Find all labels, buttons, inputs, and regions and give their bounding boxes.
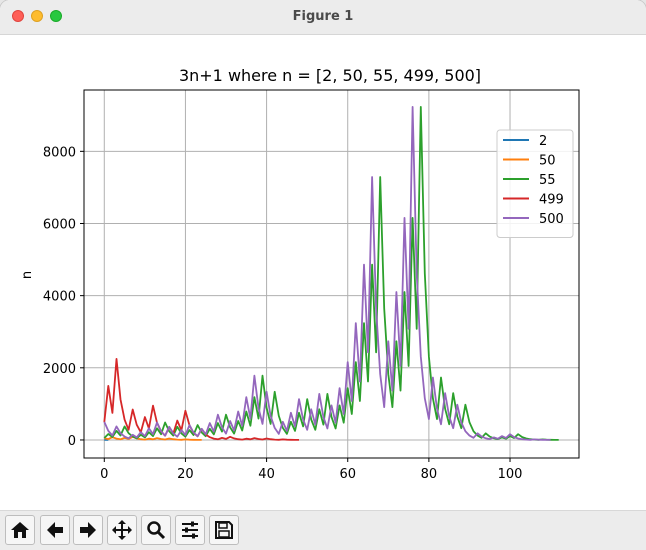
pan-icon: [112, 520, 132, 540]
y-tick-label: 0: [68, 434, 76, 449]
configure-subplots-button[interactable]: [175, 515, 205, 545]
minimize-window-button[interactable]: [31, 10, 43, 22]
legend-label-2: 2: [539, 134, 547, 149]
legend-label-55: 55: [539, 173, 556, 188]
forward-arrow-icon: [80, 522, 96, 538]
save-icon: [215, 521, 233, 539]
navigation-toolbar: [0, 510, 646, 550]
x-tick-label: 100: [498, 467, 523, 482]
configure-subplots-icon: [182, 521, 198, 539]
series-lines: [103, 106, 559, 441]
title-bar[interactable]: Figure 1: [0, 0, 646, 35]
series-line-500: [103, 106, 551, 441]
back-button[interactable]: [40, 515, 70, 545]
x-tick-label: 60: [339, 467, 356, 482]
x-tick-label: 0: [100, 467, 108, 482]
series-line-55: [103, 106, 559, 441]
close-window-button[interactable]: [12, 10, 24, 22]
maximize-window-button[interactable]: [50, 10, 62, 22]
y-axis-label: n: [20, 271, 35, 279]
zoom-button[interactable]: [141, 515, 171, 545]
legend-box: [496, 129, 574, 238]
y-tick-label: 6000: [43, 217, 76, 232]
home-button[interactable]: [5, 515, 35, 545]
y-tick-label: 8000: [43, 145, 76, 160]
back-arrow-icon: [47, 522, 63, 538]
window-title: Figure 1: [292, 9, 354, 24]
legend-label-499: 499: [539, 193, 564, 208]
save-button[interactable]: [209, 515, 239, 545]
x-tick-label: 80: [421, 467, 438, 482]
zoom-icon: [147, 521, 166, 540]
x-tick-label: 20: [177, 467, 194, 482]
pan-button[interactable]: [107, 515, 137, 545]
series-line-50: [104, 435, 202, 441]
home-icon: [11, 522, 29, 538]
grid: [84, 90, 579, 458]
chart[interactable]: 3n+1 where n = [2, 50, 55, 499, 500] n 0…: [0, 35, 646, 510]
y-tick-label: 2000: [43, 362, 76, 377]
figure-canvas[interactable]: 3n+1 where n = [2, 50, 55, 499, 500] n 0…: [0, 35, 646, 510]
legend: 2 50 55 499 500: [496, 129, 574, 238]
legend-label-50: 50: [539, 154, 556, 169]
plot-frame: [83, 89, 580, 459]
forward-button[interactable]: [73, 515, 103, 545]
axis-ticks: 0 20 40 60 80 100 0 2000 4000 6000 8000: [43, 145, 523, 482]
chart-title: 3n+1 where n = [2, 50, 55, 499, 500]: [179, 66, 481, 85]
x-tick-label: 40: [258, 467, 275, 482]
legend-label-500: 500: [539, 212, 564, 227]
y-tick-label: 4000: [43, 290, 76, 305]
series-line-499: [103, 357, 299, 441]
